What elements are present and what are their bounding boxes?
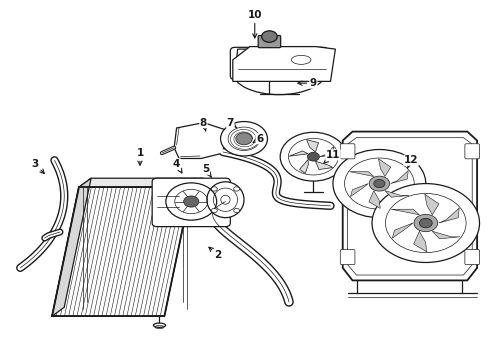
FancyBboxPatch shape — [340, 144, 355, 159]
Circle shape — [211, 208, 217, 213]
Polygon shape — [316, 161, 333, 170]
Circle shape — [236, 133, 252, 145]
FancyBboxPatch shape — [465, 144, 480, 159]
Text: 6: 6 — [253, 134, 263, 144]
Text: 1: 1 — [136, 148, 144, 165]
Circle shape — [419, 218, 432, 228]
Polygon shape — [369, 191, 380, 208]
Polygon shape — [320, 147, 334, 157]
Circle shape — [234, 187, 240, 191]
Polygon shape — [425, 194, 439, 215]
Ellipse shape — [153, 323, 166, 327]
Text: 8: 8 — [200, 118, 207, 131]
Polygon shape — [392, 209, 419, 215]
Polygon shape — [52, 178, 91, 316]
Polygon shape — [391, 171, 408, 184]
Circle shape — [280, 132, 346, 181]
Polygon shape — [432, 231, 460, 239]
Polygon shape — [343, 132, 477, 280]
Circle shape — [369, 176, 390, 191]
Polygon shape — [289, 151, 308, 156]
Polygon shape — [349, 172, 374, 176]
Ellipse shape — [207, 182, 244, 218]
Circle shape — [234, 208, 240, 213]
FancyBboxPatch shape — [230, 47, 328, 80]
Polygon shape — [385, 191, 409, 197]
Polygon shape — [392, 223, 413, 238]
Polygon shape — [79, 178, 203, 187]
FancyBboxPatch shape — [152, 178, 230, 226]
Polygon shape — [52, 187, 191, 316]
Circle shape — [262, 31, 277, 42]
Polygon shape — [350, 184, 368, 197]
Circle shape — [220, 122, 268, 156]
Text: 11: 11 — [324, 150, 340, 163]
Polygon shape — [233, 46, 335, 81]
Text: 5: 5 — [202, 164, 211, 177]
Polygon shape — [439, 208, 459, 223]
Circle shape — [374, 180, 385, 188]
Circle shape — [211, 187, 217, 191]
Polygon shape — [307, 140, 318, 152]
FancyBboxPatch shape — [340, 249, 355, 265]
Text: 9: 9 — [298, 78, 317, 88]
Circle shape — [307, 152, 319, 161]
Polygon shape — [235, 49, 328, 72]
Polygon shape — [414, 231, 427, 252]
Circle shape — [372, 184, 480, 262]
Text: 4: 4 — [173, 159, 182, 173]
Polygon shape — [378, 159, 391, 176]
Text: 7: 7 — [227, 118, 237, 128]
Polygon shape — [174, 123, 225, 158]
Text: 2: 2 — [209, 247, 222, 260]
Circle shape — [414, 214, 438, 232]
Circle shape — [333, 149, 426, 218]
FancyBboxPatch shape — [465, 249, 480, 265]
Ellipse shape — [233, 50, 326, 95]
Text: 12: 12 — [404, 155, 418, 168]
Text: 10: 10 — [247, 10, 262, 38]
Polygon shape — [299, 159, 308, 174]
Text: 3: 3 — [31, 159, 44, 174]
FancyBboxPatch shape — [258, 36, 281, 48]
Circle shape — [184, 196, 199, 207]
